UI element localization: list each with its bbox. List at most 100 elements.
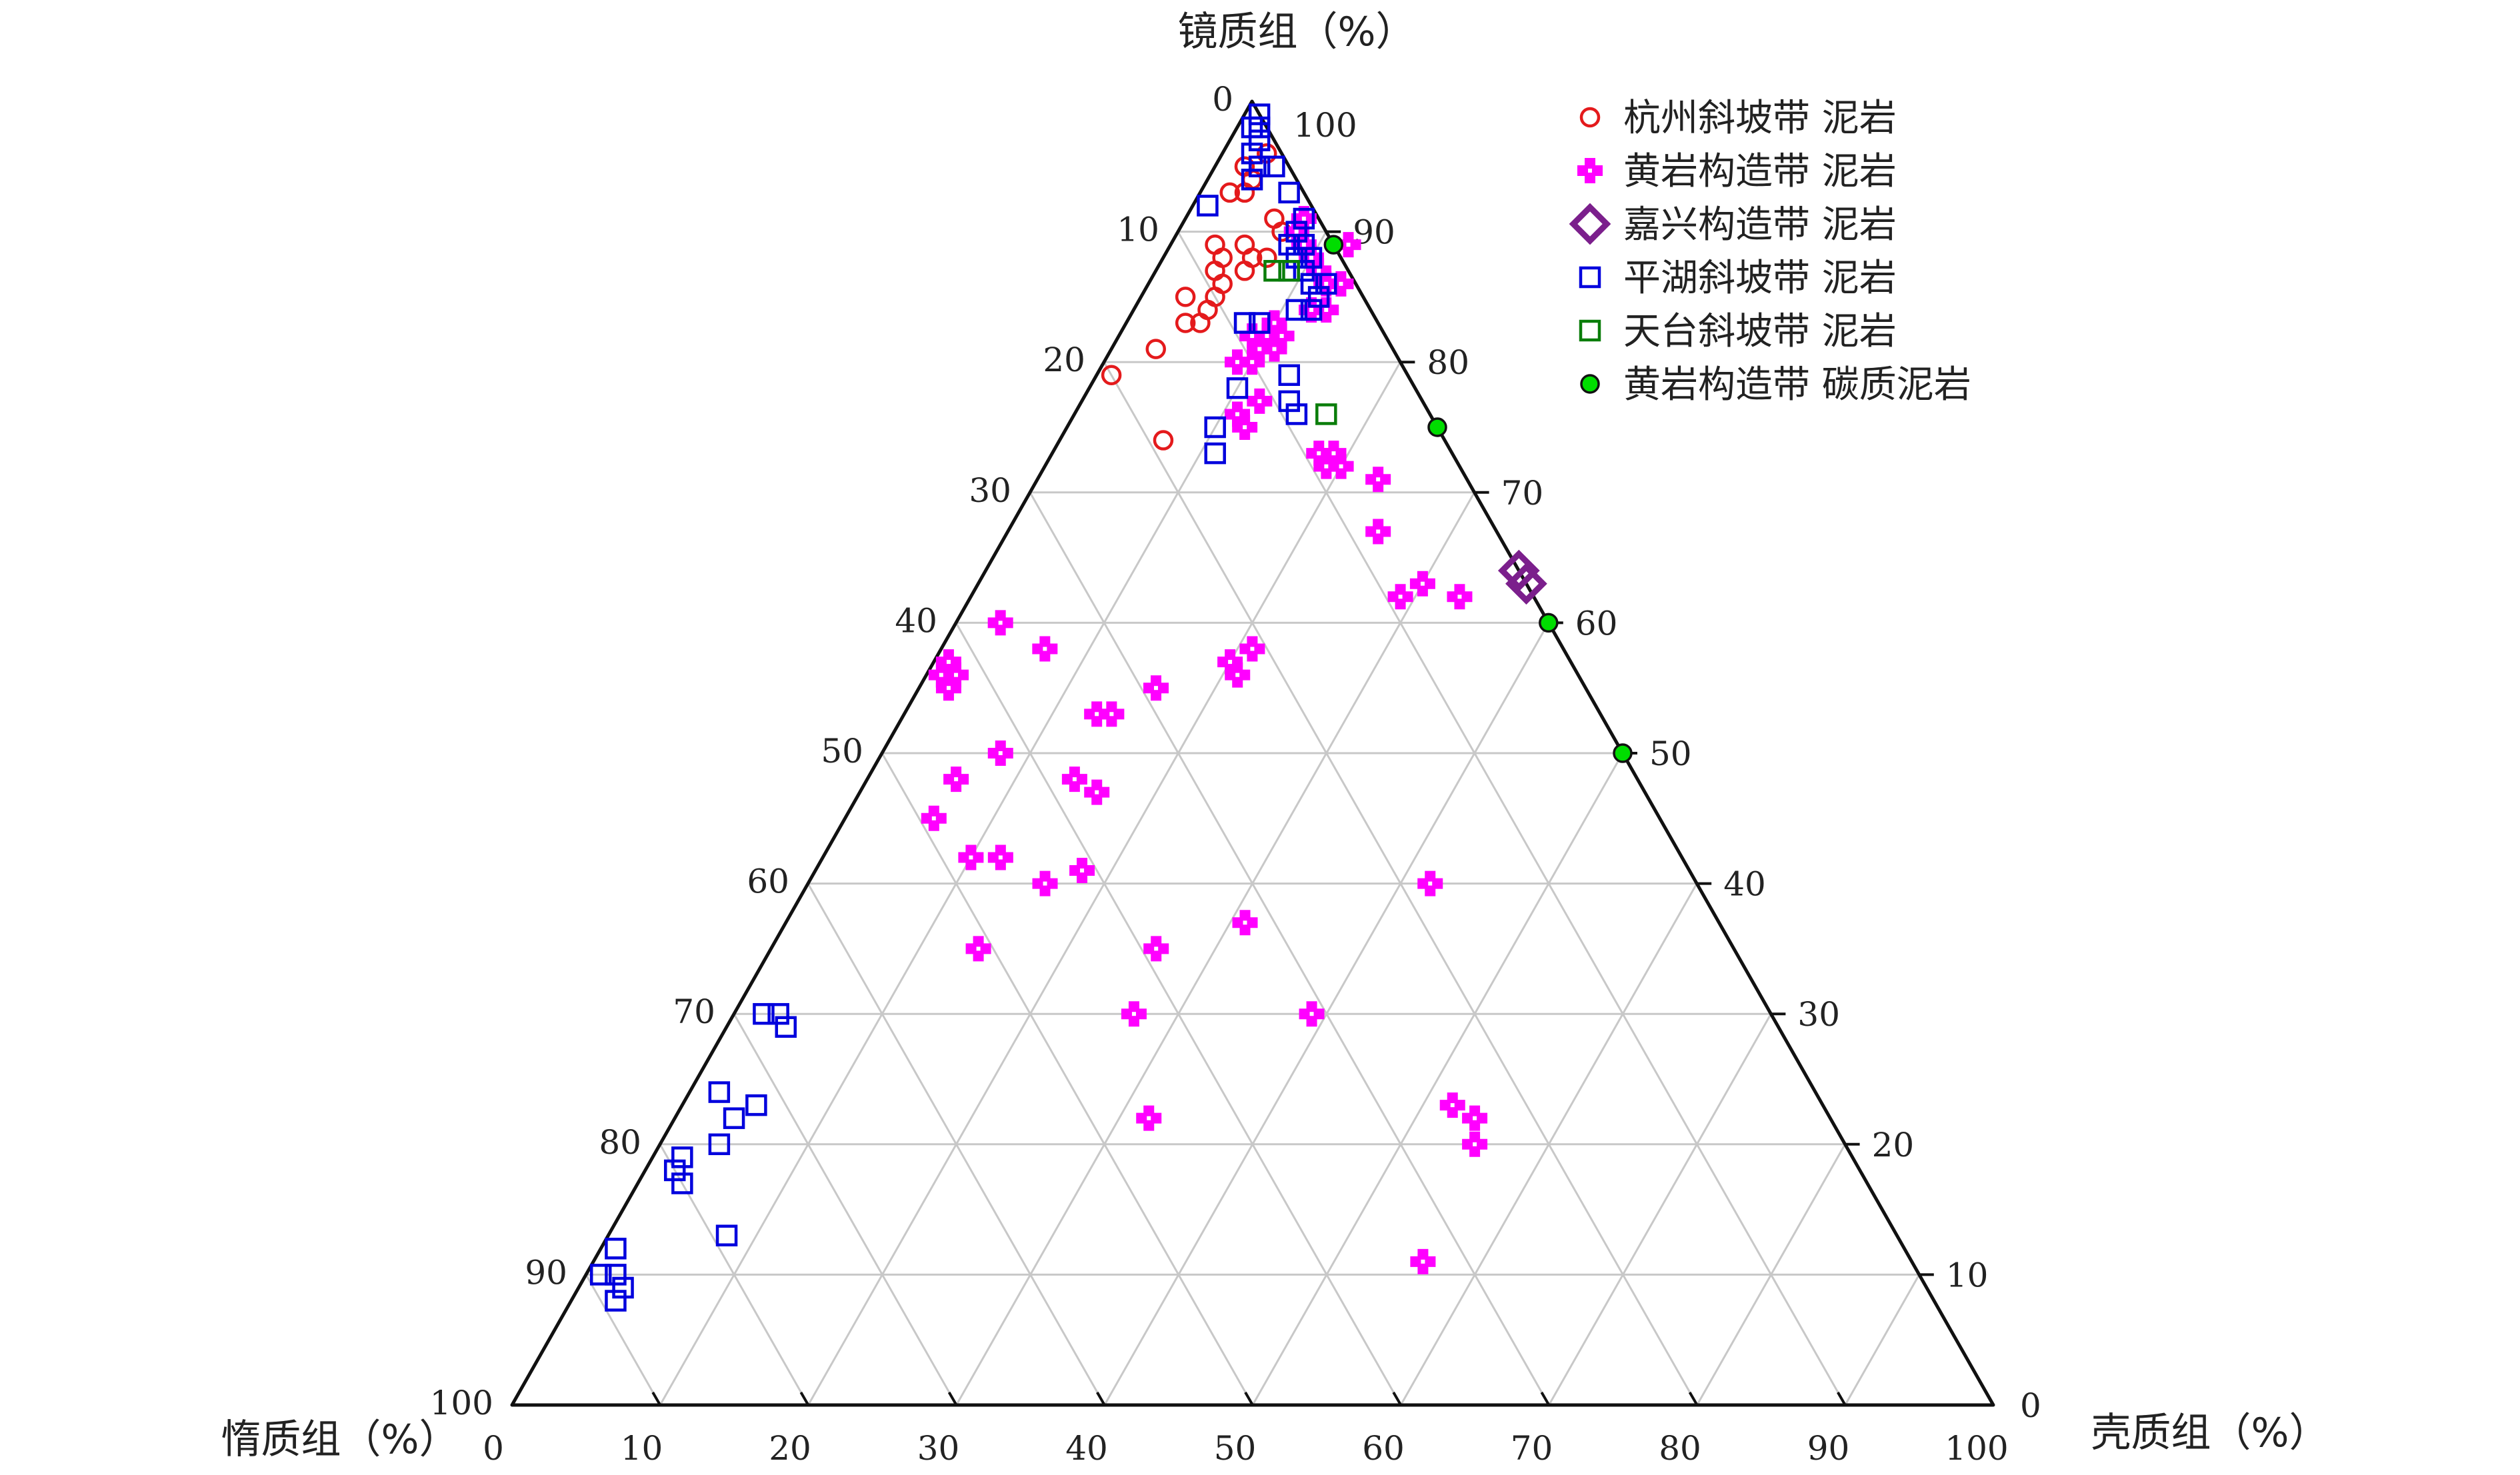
data-point (1232, 910, 1258, 936)
legend-marker (1579, 107, 1601, 128)
data-point (1293, 233, 1315, 256)
legend-item: 黄岩构造带 碳质泥岩 (1580, 363, 1971, 407)
data-point (1261, 336, 1287, 362)
data-point (1205, 234, 1225, 255)
tick-label-bottom: 0 (483, 1429, 504, 1468)
tick-mark (1096, 1391, 1106, 1406)
data-point (987, 844, 1013, 870)
data-point (1248, 103, 1271, 125)
data-point (1300, 273, 1323, 295)
data-point (1233, 312, 1256, 334)
data-point (671, 1146, 693, 1168)
tick-label-bottom: 20 (769, 1429, 811, 1468)
data-point (1264, 208, 1285, 229)
axis-title-inertinite: 惰质组（%） (221, 1416, 459, 1463)
data-points (589, 103, 1633, 1312)
data-point (1307, 286, 1330, 308)
legend-label: 平湖斜坡带 泥岩 (1623, 257, 1897, 300)
data-point (1409, 571, 1435, 597)
tick-label-vitrinite: 60 (747, 862, 789, 901)
data-point (1241, 116, 1263, 139)
data-point (1121, 1001, 1147, 1027)
data-point (1462, 1131, 1488, 1157)
data-point (1175, 313, 1196, 333)
tick-label-vitrinite: 90 (525, 1253, 567, 1292)
data-point (1285, 299, 1308, 321)
data-point (753, 1002, 775, 1025)
data-point (1248, 155, 1271, 178)
grid-line (1548, 1013, 1772, 1406)
legend-item: 黄岩构造带 泥岩 (1577, 150, 1897, 193)
data-point (1226, 377, 1249, 399)
data-point (1249, 312, 1271, 334)
data-point (671, 1172, 693, 1194)
data-point (1136, 1105, 1162, 1131)
tick-label-bottom: 90 (1807, 1429, 1850, 1468)
data-point (1224, 349, 1250, 375)
data-point (1219, 182, 1240, 203)
tick-label-bottom: 70 (1511, 1429, 1553, 1468)
data-point (1143, 675, 1169, 701)
tick-label-vitrinite: 10 (1117, 211, 1159, 249)
data-point (1257, 247, 1277, 268)
data-point (1323, 235, 1344, 255)
tick-label-vitrinite: 80 (599, 1123, 641, 1162)
data-point (775, 1016, 797, 1038)
data-point (1505, 563, 1547, 605)
tick-mark (799, 1391, 810, 1406)
data-point (965, 936, 991, 962)
data-point (1241, 169, 1263, 190)
data-point (1365, 519, 1391, 545)
grid-line (1399, 882, 1698, 1406)
data-point (1069, 858, 1095, 884)
data-point (1263, 155, 1285, 178)
tick-mark (1837, 1391, 1847, 1406)
data-point (708, 1081, 731, 1103)
data-point (1285, 403, 1308, 425)
data-point (943, 766, 969, 792)
tick-label-vitrinite: 40 (895, 601, 937, 640)
legend-marker (1579, 319, 1601, 342)
tick-mark (1029, 479, 1039, 493)
data-point (1032, 870, 1058, 896)
data-point (1143, 936, 1169, 962)
data-point (1153, 430, 1174, 451)
data-point (1315, 403, 1337, 425)
data-point (1234, 261, 1255, 281)
data-point (1197, 299, 1218, 321)
data-point (1285, 221, 1308, 243)
data-point (958, 844, 984, 870)
tick-marks (585, 218, 1934, 1406)
data-point (1247, 388, 1273, 414)
legend-marker (1579, 266, 1601, 289)
tick-label-bottom: 50 (1214, 1429, 1257, 1468)
tick-label-exinite: 100 (1293, 106, 1357, 145)
data-point (1278, 390, 1301, 413)
data-point (1197, 195, 1219, 217)
grid-line (659, 231, 1327, 1406)
grid-line (1177, 231, 1847, 1406)
tick-label-exinite: 40 (1723, 865, 1766, 904)
data-point (1278, 260, 1300, 282)
data-point (1212, 273, 1233, 295)
tick-mark (955, 609, 965, 624)
tick-label-exinite: 20 (1872, 1126, 1915, 1164)
data-point (1257, 143, 1277, 164)
data-point (1234, 234, 1255, 255)
data-point (1225, 662, 1251, 688)
data-point (1263, 260, 1285, 282)
data-point (987, 740, 1013, 766)
axis-title-exinite: 壳质组（%） (2091, 1410, 2329, 1456)
data-point (715, 1224, 738, 1246)
tick-mark (1244, 1391, 1254, 1406)
data-point (1278, 181, 1300, 204)
data-point (589, 1264, 612, 1286)
data-point (1241, 169, 1263, 191)
grid-line (659, 1144, 809, 1406)
data-point (1205, 261, 1225, 281)
data-point (921, 805, 947, 831)
data-point (1613, 743, 1633, 763)
tick-label-bottom: 40 (1065, 1429, 1108, 1468)
